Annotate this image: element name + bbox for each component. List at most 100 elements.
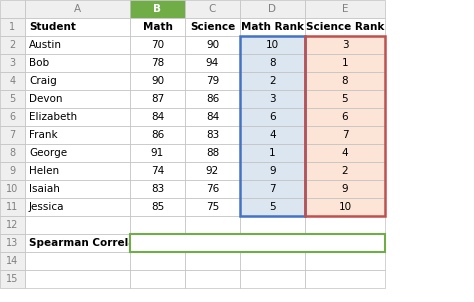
Bar (305, 198, 385, 216)
Bar (240, 144, 305, 162)
Bar (25, 234, 130, 252)
Text: 79: 79 (206, 76, 219, 86)
Bar (305, 270, 385, 288)
Bar (0, 90, 25, 108)
Bar (185, 0, 240, 18)
Text: 6: 6 (269, 112, 276, 122)
Text: 6: 6 (342, 112, 348, 122)
Bar (25, 108, 130, 126)
Bar (0, 108, 25, 126)
Text: 8: 8 (9, 148, 16, 158)
Text: George: George (29, 148, 67, 158)
Bar (25, 18, 130, 36)
Bar (130, 0, 185, 18)
Text: 90: 90 (151, 76, 164, 86)
Text: 8: 8 (342, 76, 348, 86)
Bar (305, 36, 385, 54)
Text: 3: 3 (9, 58, 16, 68)
Bar (240, 18, 305, 36)
Bar (185, 36, 240, 54)
Text: 3: 3 (342, 40, 348, 50)
Text: Spearman Correlation:: Spearman Correlation: (29, 238, 163, 248)
Text: Math Rank: Math Rank (241, 22, 304, 32)
Text: 86: 86 (206, 94, 219, 104)
Text: 87: 87 (151, 94, 164, 104)
Text: 4: 4 (269, 130, 276, 140)
Bar (240, 54, 305, 72)
Bar (240, 36, 305, 216)
Text: 92: 92 (206, 166, 219, 176)
Bar (0, 162, 25, 180)
Bar (130, 18, 185, 36)
Text: 14: 14 (6, 256, 18, 266)
Text: Craig: Craig (29, 76, 57, 86)
Bar (130, 90, 185, 108)
Bar (25, 126, 130, 144)
Bar (240, 126, 305, 144)
Text: Student: Student (29, 22, 76, 32)
Text: 10: 10 (266, 40, 279, 50)
Bar (240, 198, 305, 216)
Bar (25, 144, 130, 162)
Text: =CORREL(: =CORREL( (134, 238, 189, 248)
Text: D: D (268, 4, 276, 14)
Bar (240, 216, 305, 234)
Text: 5: 5 (342, 94, 348, 104)
Text: Bob: Bob (29, 58, 49, 68)
Bar (305, 90, 385, 108)
Text: 4: 4 (9, 76, 16, 86)
Bar (0, 270, 25, 288)
Bar (130, 72, 185, 90)
Text: A: A (74, 4, 81, 14)
Text: E2:E11: E2:E11 (235, 238, 272, 248)
Text: 83: 83 (206, 130, 219, 140)
Text: 2: 2 (269, 76, 276, 86)
Bar (305, 54, 385, 72)
Text: 2: 2 (342, 166, 348, 176)
Bar (130, 252, 185, 270)
Bar (305, 36, 385, 216)
Text: Isaiah: Isaiah (29, 184, 60, 194)
Text: 9: 9 (269, 166, 276, 176)
Text: 7: 7 (269, 184, 276, 194)
Bar (185, 180, 240, 198)
Text: Elizabeth: Elizabeth (29, 112, 77, 122)
Bar (305, 18, 385, 36)
Text: Math: Math (143, 22, 173, 32)
Bar (0, 234, 25, 252)
Bar (185, 108, 240, 126)
Text: 11: 11 (6, 202, 18, 212)
Text: Austin: Austin (29, 40, 62, 50)
Bar (25, 162, 130, 180)
Bar (130, 180, 185, 198)
Bar (0, 252, 25, 270)
Bar (305, 126, 385, 144)
Text: 70: 70 (151, 40, 164, 50)
Bar (0, 0, 25, 18)
Text: 84: 84 (151, 112, 164, 122)
Bar (25, 0, 130, 18)
Bar (240, 108, 305, 126)
Text: 94: 94 (206, 58, 219, 68)
Bar (305, 216, 385, 234)
Bar (305, 162, 385, 180)
Text: Jessica: Jessica (29, 202, 64, 212)
Bar (0, 144, 25, 162)
Bar (130, 216, 185, 234)
Text: 1: 1 (9, 22, 16, 32)
Bar (305, 0, 385, 18)
Text: ): ) (272, 238, 275, 248)
Text: Devon: Devon (29, 94, 63, 104)
Text: C: C (209, 4, 216, 14)
Bar (130, 270, 185, 288)
Text: 9: 9 (342, 184, 348, 194)
Bar (240, 0, 305, 18)
Bar (185, 216, 240, 234)
Bar (305, 252, 385, 270)
Text: 88: 88 (206, 148, 219, 158)
Bar (0, 72, 25, 90)
Bar (130, 36, 185, 54)
Bar (305, 180, 385, 198)
Text: 84: 84 (206, 112, 219, 122)
Text: 3: 3 (269, 94, 276, 104)
